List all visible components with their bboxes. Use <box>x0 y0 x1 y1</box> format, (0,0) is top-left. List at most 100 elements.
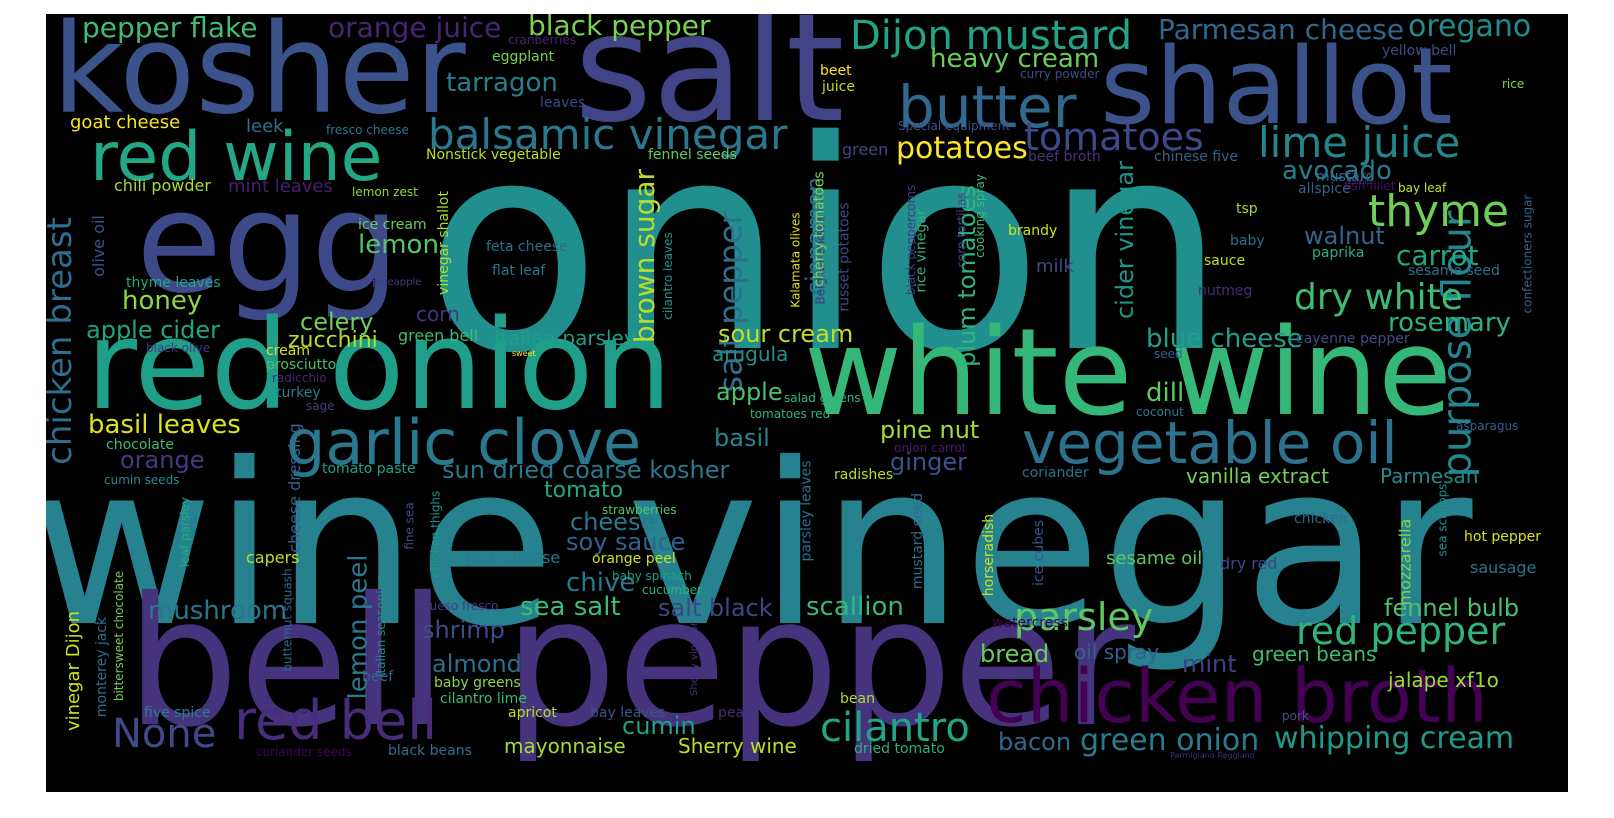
word-coriander-seeds: coriander seeds <box>256 745 352 759</box>
word-salt-black: salt black <box>658 594 773 622</box>
word-nonstick-vegetable: Nonstick vegetable <box>426 147 561 163</box>
word-coconut: coconut <box>1136 405 1184 419</box>
word-baby-spinach: baby spinach <box>612 569 692 583</box>
word-green: green <box>842 140 889 159</box>
word-italian-parsley: Italian parsley <box>494 326 636 350</box>
word-brown-sugar: brown sugar <box>628 168 662 344</box>
word-asparagus: asparagus <box>1456 419 1519 433</box>
word-sea-scallops: sea scallops <box>1435 483 1450 557</box>
word-fine-sea: fine sea <box>402 502 417 550</box>
word-juice: juice <box>822 79 855 95</box>
word-salad-greens: salad greens <box>784 391 861 405</box>
word-rosemary: rosemary <box>1388 308 1511 338</box>
word-walnut: walnut <box>1304 222 1385 250</box>
word-shallot: shallot <box>1100 25 1453 148</box>
word-tarragon: tarragon <box>446 68 558 98</box>
word-milk: milk <box>1036 256 1074 277</box>
word-shrimp: shrimp <box>422 616 505 644</box>
word-kosher: kosher <box>52 14 466 142</box>
word-corn: corn <box>416 302 460 326</box>
word-sherry-vinegar: Sherry vinegar <box>688 622 700 696</box>
word-green-bell: green bell <box>398 326 479 345</box>
word-bread: bread <box>980 640 1050 668</box>
word-chili-powder: chili powder <box>114 176 211 195</box>
word-apple: apple <box>716 378 783 406</box>
word-cherry-tomatoes: cherry tomatoes <box>811 171 828 287</box>
word-dry-red: dry red <box>1220 554 1278 573</box>
word-garlic-clove: garlic clove <box>286 406 642 479</box>
word-thyme: thyme <box>1368 186 1510 237</box>
word-lime-juice: lime juice <box>1258 118 1461 167</box>
word-fish-fillet: fish fillet <box>1344 179 1396 193</box>
word-rice: rice <box>1502 77 1525 91</box>
word-pineapple: pineapple <box>372 277 422 288</box>
word-butter: butter <box>898 73 1077 141</box>
word-potatoes: potatoes <box>896 131 1028 166</box>
word-apricot: apricot <box>508 705 557 721</box>
word-cloud-canvas: onion wine vinegar bell pepper salt kosh… <box>46 14 1568 792</box>
word-bacon: bacon <box>998 728 1072 756</box>
word-jack-cheese: jack cheese <box>466 548 561 567</box>
word-tsp: tsp <box>1236 201 1258 217</box>
word-allspice: allspice <box>1298 181 1351 197</box>
word-pork: pork <box>1282 709 1309 723</box>
word-chicken-broth: chicken broth <box>986 654 1488 740</box>
word-black-pepper: black pepper <box>528 14 711 42</box>
word-parmesan-cheese: Parmesan cheese <box>1158 14 1405 46</box>
word-fennel-bulb: fennel bulb <box>1384 594 1520 622</box>
word-oregano: oregano <box>1408 14 1532 44</box>
word-sun-dried-coarse-kosher: sun dried coarse kosher <box>442 456 730 484</box>
word-white-wine: white wine <box>804 304 1452 443</box>
word-hot-pepper: hot pepper <box>1464 529 1542 545</box>
word-parmesan: Parmesan <box>1380 464 1479 488</box>
word-vinegar-dijon: vinegar Dijon <box>63 611 84 731</box>
word-cranberries: cranberries <box>508 33 577 47</box>
word-kalamata-olives: Kalamata olives <box>788 212 803 308</box>
word-beef: beef <box>362 669 394 685</box>
word-pepper-flake: pepper flake <box>82 14 258 44</box>
word-italian-seasoning: italian seasoning <box>373 575 388 677</box>
word-sesame-oil: sesame oil <box>1106 548 1203 569</box>
word-radicchio: radicchio <box>272 371 327 385</box>
word-vegetable-oil: vegetable oil <box>1022 409 1398 477</box>
word-thyme-leaves: thyme leaves <box>126 275 221 291</box>
word-five-spice: five spice <box>144 705 211 721</box>
word-cooking-spray: cooking spray <box>972 174 987 258</box>
word-sour-cream: sour cream <box>718 320 854 348</box>
word-seed: seed <box>1154 347 1183 361</box>
word-egg: egg <box>136 162 400 325</box>
word-black-beans: black beans <box>388 743 472 759</box>
word-mozzarella: mozzarella <box>1395 518 1415 606</box>
word-chicken-breast: chicken breast <box>46 217 80 465</box>
word-oil-spray: oil spray <box>1074 640 1160 664</box>
word-cucumber: cucumber <box>642 583 703 597</box>
word-olive-oil: olive oil <box>88 215 108 277</box>
word-cider-vinegar: cider vinegar <box>1111 160 1140 320</box>
word-strawberries: strawberries <box>602 503 677 517</box>
word-lemon: lemon <box>358 230 439 260</box>
word-cumin-seeds: cumin seeds <box>104 473 180 487</box>
word-orange-peel: orange peel <box>592 551 676 567</box>
word-special-equipment: Special equipment <box>898 119 1010 133</box>
word-goat-cheese: goat cheese <box>70 112 181 133</box>
word-cilantro-lime: cilantro lime <box>440 691 527 707</box>
word-bay-leaves: bay leaves <box>590 705 666 721</box>
word-turnip: turnip <box>1348 177 1372 186</box>
word-mustard-seed: mustard seed <box>910 492 927 590</box>
word-curry-powder: curry powder <box>1020 67 1100 81</box>
word-bean: bean <box>840 691 875 707</box>
word-none: None <box>112 711 217 757</box>
word-prosciutto: prosciutto <box>266 357 337 373</box>
word-dill: dill <box>1146 378 1185 408</box>
word-chicken-thighs: chicken thighs <box>428 490 443 578</box>
word-russet-potatoes: russet potatoes <box>836 202 853 312</box>
word-radishes: radishes <box>834 467 894 483</box>
word-ice-cubes: ice cubes <box>1031 519 1048 587</box>
word-bittersweet-chocolate: bittersweet chocolate <box>112 570 127 702</box>
word-green-onion: green onion <box>1080 723 1260 758</box>
word-parsley-leaves: parsley leaves <box>798 460 815 562</box>
word-queso-fresco: queso fresco <box>422 599 499 613</box>
word-honey: honey <box>122 286 203 316</box>
word-coriander: coriander <box>1022 465 1089 481</box>
word-beef-broth: beef broth <box>1028 149 1101 165</box>
